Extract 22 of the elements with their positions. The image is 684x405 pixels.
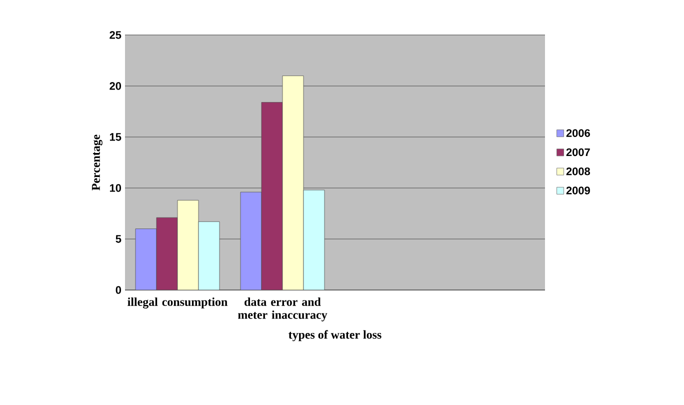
y-tick-label: 10 xyxy=(110,184,122,192)
legend-label: 2009 xyxy=(566,186,590,194)
legend-label: 2006 xyxy=(566,129,590,137)
bar xyxy=(303,190,325,290)
bar xyxy=(177,200,199,290)
x-tick-label: data error and meter inaccuracy xyxy=(238,298,328,322)
legend-label: 2008 xyxy=(566,168,590,176)
x-tick-label: illegal consumption xyxy=(128,298,228,308)
bar xyxy=(198,221,220,290)
x-axis-title: types of water loss xyxy=(288,330,382,342)
y-axis-title: Percentage xyxy=(92,134,102,190)
y-tick-label: 15 xyxy=(110,133,122,141)
y-tick-label: 20 xyxy=(110,82,122,90)
y-tick-label: 0 xyxy=(116,286,122,294)
bar xyxy=(135,228,157,290)
bar xyxy=(282,76,304,290)
legend-label: 2007 xyxy=(566,148,590,156)
bar xyxy=(156,217,178,290)
bar xyxy=(240,192,262,290)
y-tick-label: 25 xyxy=(110,31,122,39)
bar xyxy=(261,102,283,290)
y-tick-label: 5 xyxy=(116,235,122,243)
